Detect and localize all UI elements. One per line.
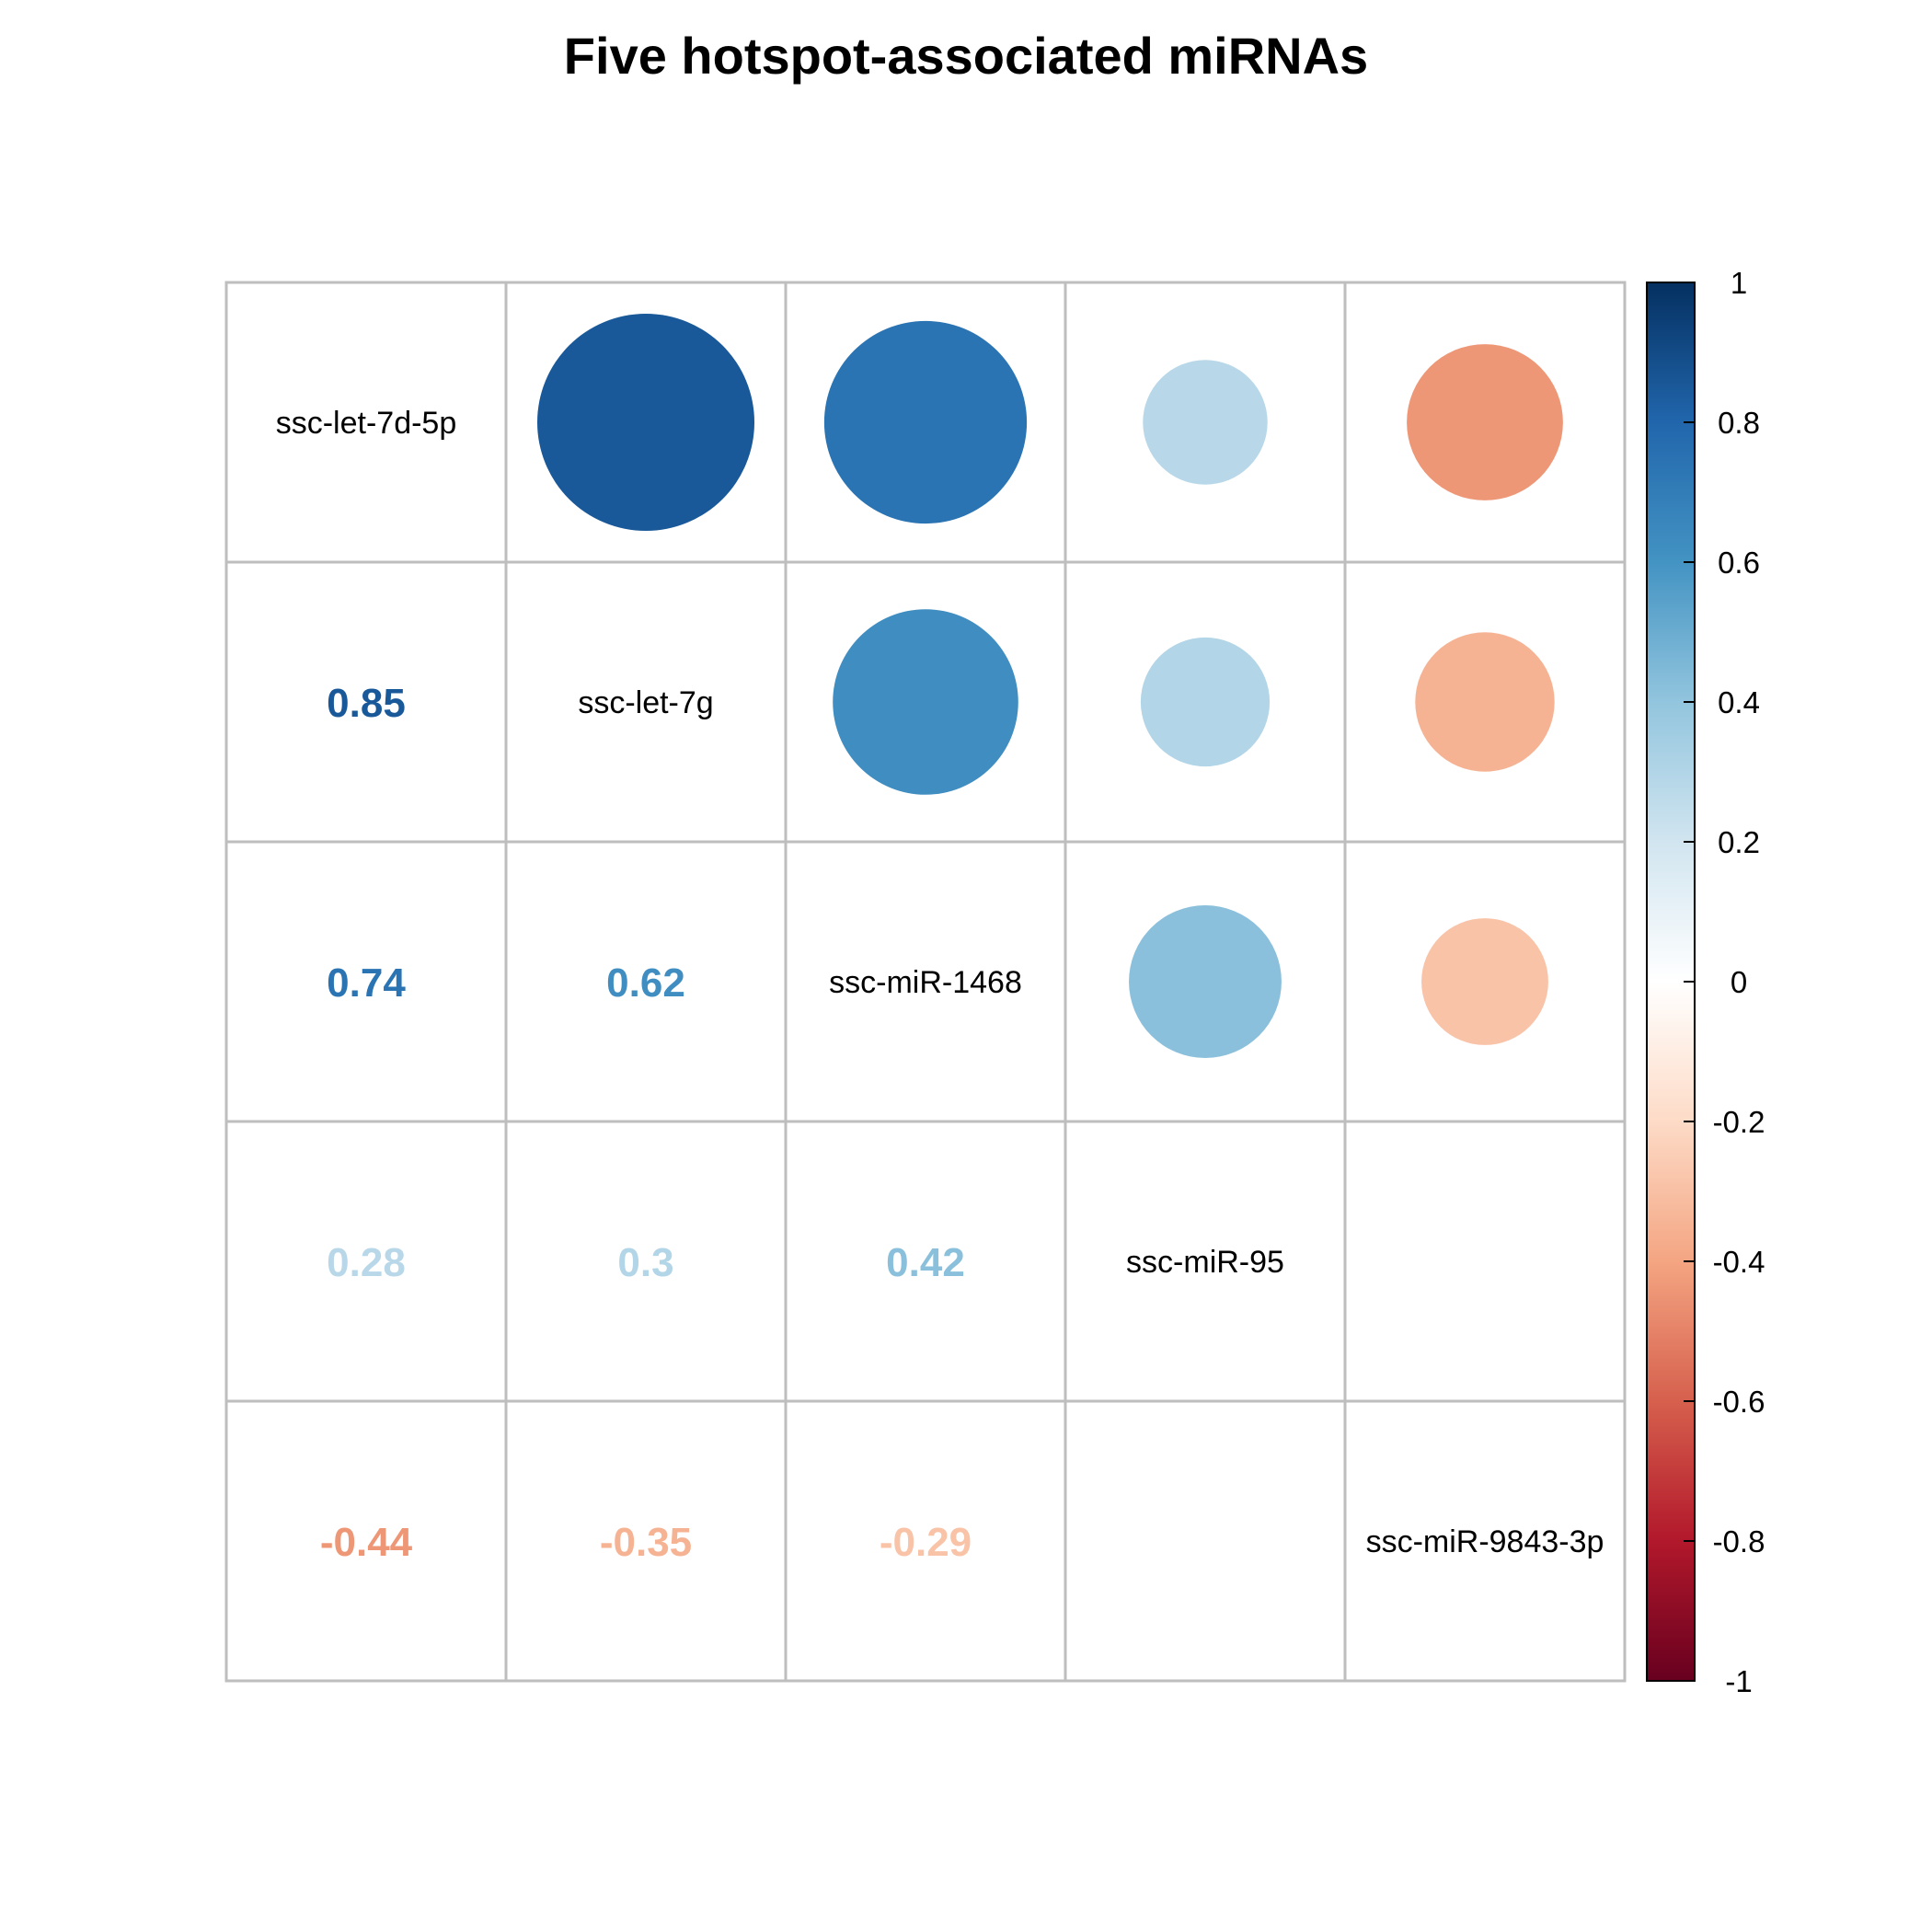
matrix-cell (1343, 1120, 1627, 1403)
correlation-circle (1407, 344, 1563, 500)
matrix-cell (784, 1120, 1067, 1403)
correlation-circle (823, 320, 1028, 524)
variable-label: ssc-miR-1468 (829, 965, 1022, 1000)
colorbar-tick-label: -0.8 (1713, 1524, 1765, 1558)
colorbar-tick-label: -0.2 (1713, 1105, 1765, 1139)
colorbar-tick-label: -1 (1725, 1664, 1752, 1698)
matrix-cell (1343, 1399, 1627, 1683)
matrix-cell (224, 560, 508, 844)
matrix-cell (1064, 840, 1347, 1123)
colorbar: 1 0.8 0.6 0.4 0.2 0 -0.2 -0.4 -0.6 -0.8 -1 (1646, 266, 1765, 1698)
colorbar-tick-label: -0.4 (1713, 1245, 1765, 1279)
correlation-value: 0.42 (886, 1240, 965, 1285)
correlation-circle (1143, 360, 1268, 485)
correlation-circle (1140, 637, 1271, 767)
correlation-circle (1421, 918, 1548, 1045)
correlation-value: 0.28 (327, 1240, 406, 1285)
matrix-marks: ssc-let-7d-5p 0.85 ssc-let-7g 0.74 0.62 ssc-m… (276, 313, 1604, 1565)
colorbar-tick-label: 0.2 (1718, 825, 1760, 859)
variable-label: ssc-miR-95 (1126, 1245, 1284, 1280)
correlation-value: 0.3 (617, 1240, 673, 1285)
colorbar-tick-label: 1 (1731, 266, 1747, 300)
correlation-value: 0.85 (327, 681, 406, 726)
colorbar-tick-label: 0 (1731, 965, 1747, 999)
colorbar-tick-label: 0.6 (1718, 546, 1760, 580)
matrix-cell (1064, 1120, 1347, 1403)
colorbar-tick-label: 0.4 (1718, 685, 1760, 719)
colorbar-tick-label: -0.6 (1713, 1385, 1765, 1419)
matrix-cell (784, 840, 1067, 1123)
correlation-circle (536, 313, 755, 532)
correlation-value: 0.62 (606, 960, 685, 1006)
correlation-circle (1129, 905, 1282, 1058)
correlation-value: 0.74 (327, 960, 406, 1006)
matrix-cell (504, 1399, 788, 1683)
variable-label: ssc-let-7d-5p (276, 406, 457, 441)
correlation-circle (833, 609, 1018, 795)
colorbar-tick-label: 0.8 (1718, 406, 1760, 440)
variable-label: ssc-miR-9843-3p (1366, 1524, 1604, 1559)
correlation-value: -0.35 (600, 1520, 692, 1565)
matrix-cell (784, 1399, 1067, 1683)
correlation-value: -0.29 (880, 1520, 972, 1565)
matrix-cell (224, 1399, 508, 1683)
matrix-cell (224, 1120, 508, 1403)
matrix-cell (504, 840, 788, 1123)
matrix-cell (224, 281, 508, 564)
correlation-value: -0.44 (320, 1520, 413, 1565)
variable-label: ssc-let-7g (578, 685, 713, 720)
correlation-circle (1415, 632, 1555, 772)
chart-title: Five hotspot-associated miRNAs (564, 27, 1368, 85)
matrix-cell (1064, 1399, 1347, 1683)
matrix-cell (504, 1120, 788, 1403)
